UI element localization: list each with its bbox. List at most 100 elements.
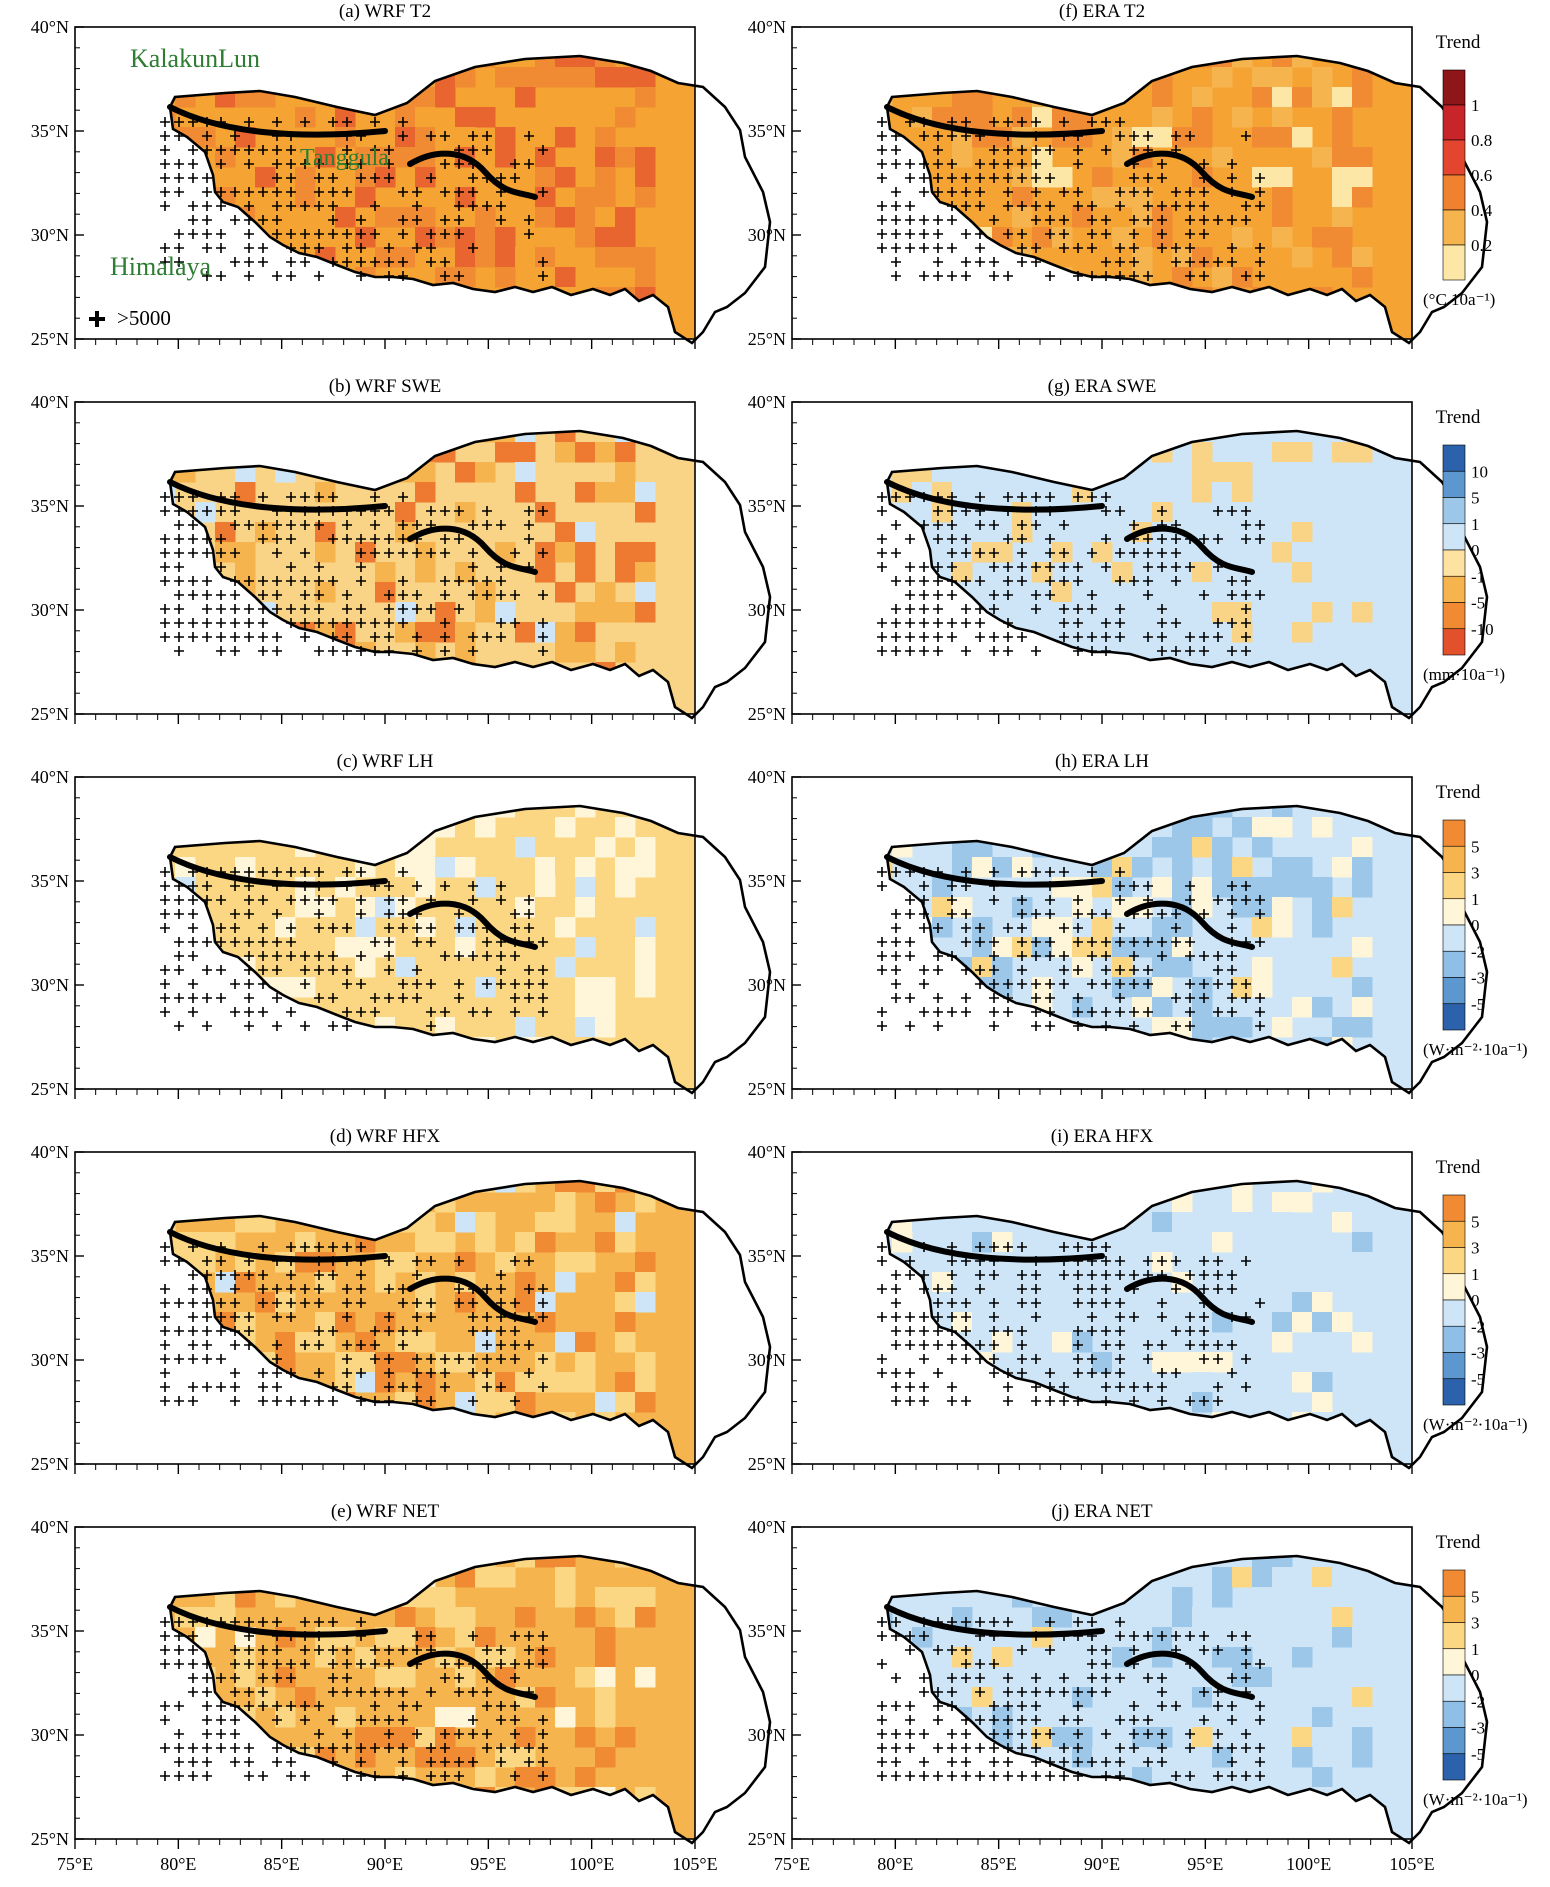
plus-marker <box>328 1617 338 1627</box>
trend-cell <box>1252 1587 1273 1608</box>
trend-cell <box>892 1412 913 1433</box>
trend-cell <box>952 1607 973 1628</box>
plus-marker <box>230 1743 240 1753</box>
trend-cell <box>495 442 516 463</box>
plus-marker <box>342 646 352 656</box>
plus-marker <box>1101 492 1111 502</box>
plus-marker <box>482 1382 492 1392</box>
trend-cell <box>992 1057 1013 1078</box>
plus-marker <box>1213 1743 1223 1753</box>
trend-cell <box>415 307 436 328</box>
trend-cell <box>1232 857 1253 878</box>
trend-cell <box>992 227 1013 248</box>
plus-marker <box>1255 1021 1265 1031</box>
trend-cell <box>235 662 256 683</box>
trend-cell <box>1292 622 1313 643</box>
trend-cell <box>1192 1607 1213 1628</box>
trend-cell <box>1312 917 1333 938</box>
trend-cell <box>295 682 316 703</box>
plus-marker <box>1171 1256 1181 1266</box>
trend-cell <box>1152 127 1173 148</box>
plus-marker <box>891 1673 901 1683</box>
plus-marker <box>230 1396 240 1406</box>
trend-cell <box>1252 1556 1273 1568</box>
plus-marker <box>314 229 324 239</box>
plus-marker <box>356 534 366 544</box>
plus-marker <box>1129 1743 1139 1753</box>
plus-marker <box>961 993 971 1003</box>
trend-cell <box>1252 1057 1273 1078</box>
plus-marker <box>975 187 985 197</box>
trend-cell <box>1232 1252 1253 1273</box>
trend-cell <box>455 462 476 483</box>
plus-marker <box>272 271 282 281</box>
plus-marker <box>356 979 366 989</box>
trend-cell <box>952 287 973 308</box>
plus-marker <box>230 187 240 197</box>
plus-marker <box>510 618 520 628</box>
plus-marker <box>412 881 422 891</box>
trend-cell <box>932 1807 953 1828</box>
plus-marker <box>1185 979 1195 989</box>
trend-cell <box>1312 997 1333 1018</box>
trend-cell <box>355 1556 376 1568</box>
colorbar-label: 0 <box>1471 1291 1480 1310</box>
trend-cell <box>415 1332 436 1353</box>
trend-cell <box>335 817 356 838</box>
trend-cell <box>575 1077 596 1093</box>
plus-marker <box>1017 173 1027 183</box>
plus-marker <box>1045 534 1055 544</box>
plus-marker <box>1255 243 1265 253</box>
trend-cell <box>170 431 176 443</box>
trend-cell <box>1232 602 1253 623</box>
plus-marker <box>160 576 170 586</box>
trend-cell <box>415 957 436 978</box>
trend-cell <box>1172 462 1193 483</box>
plus-marker <box>989 937 999 947</box>
trend-cell <box>1152 977 1173 998</box>
plus-marker <box>1073 492 1083 502</box>
plus-marker <box>286 159 296 169</box>
plus-marker <box>1059 951 1069 961</box>
trend-cell <box>1332 1312 1353 1333</box>
plus-marker <box>1003 271 1013 281</box>
trend-cell <box>932 1647 953 1668</box>
plus-marker <box>1185 1021 1195 1031</box>
plus-marker <box>216 1270 226 1280</box>
plus-marker <box>244 201 254 211</box>
plus-marker <box>398 867 408 877</box>
trend-cell <box>952 1567 973 1588</box>
trend-cell <box>1072 462 1093 483</box>
plus-marker <box>1045 951 1055 961</box>
plus-marker <box>1059 520 1069 530</box>
trend-cell <box>1252 837 1273 858</box>
trend-cell <box>1232 1647 1253 1668</box>
plus-marker <box>482 1687 492 1697</box>
trend-cell <box>1092 937 1113 958</box>
plus-marker <box>1115 1771 1125 1781</box>
plus-marker <box>1157 951 1167 961</box>
trend-cell <box>395 957 416 978</box>
lat-tick-label: 35°N <box>748 1621 786 1641</box>
trend-cell <box>912 562 933 583</box>
plus-marker <box>1241 576 1251 586</box>
trend-cell <box>515 897 536 918</box>
trend-cell <box>1152 1412 1173 1433</box>
plus-marker <box>1213 965 1223 975</box>
trend-cell <box>435 287 456 308</box>
trend-cell <box>255 207 276 228</box>
plus-marker <box>1129 951 1139 961</box>
plus-marker <box>1157 1368 1167 1378</box>
plus-marker <box>496 1701 506 1711</box>
lat-tick-label: 25°N <box>31 1454 69 1474</box>
plus-marker <box>216 965 226 975</box>
lat-tick-label: 35°N <box>31 1246 69 1266</box>
trend-cell <box>1272 227 1293 248</box>
trend-cell <box>1152 327 1173 343</box>
trend-cell <box>355 1352 376 1373</box>
plus-marker <box>510 590 520 600</box>
plus-marker <box>1003 1757 1013 1767</box>
plus-marker <box>891 646 901 656</box>
plus-marker <box>1255 201 1265 211</box>
plus-marker <box>314 243 324 253</box>
